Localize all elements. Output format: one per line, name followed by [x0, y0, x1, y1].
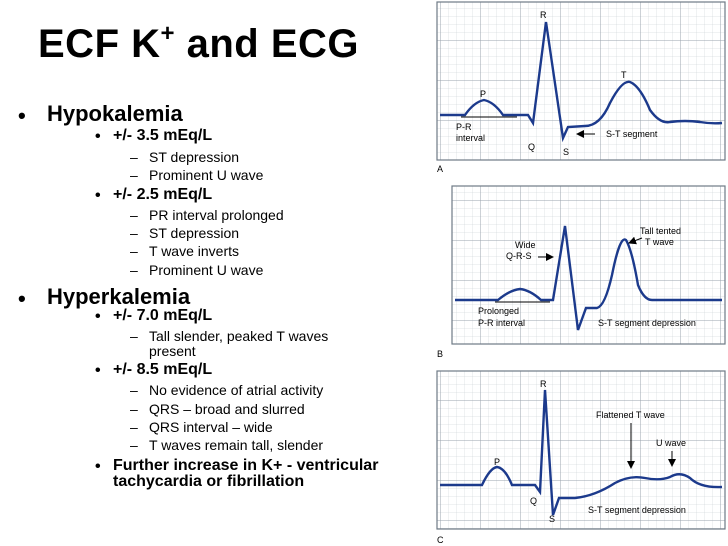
title-main: ECF K: [38, 22, 161, 66]
ecg-panel-c: R P Q S Flattened T wave U wave S-T segm…: [436, 370, 726, 545]
hypo-2-sub-1: PR interval prolonged: [149, 207, 284, 223]
hyper-level-1: +/- 7.0 mEq/L: [113, 307, 213, 324]
heading-hypokalemia: Hypokalemia: [47, 101, 183, 126]
bullet-hyper-1: •: [95, 308, 101, 325]
dash-hyper-2-2: –: [130, 401, 138, 417]
hypo-level-1: +/- 3.5 mEq/L: [113, 127, 213, 144]
bullet-hypokalemia: •: [18, 103, 26, 128]
label-a-t: T: [621, 70, 627, 80]
label-b-tall-2: T wave: [645, 237, 674, 247]
dash-hypo-2-3: –: [130, 243, 138, 259]
bullet-hyper-2: •: [95, 362, 101, 379]
panel-b-trace: [455, 225, 722, 331]
heading-hyperkalemia: Hyperkalemia: [47, 284, 191, 309]
dash-hyper-2-3: –: [130, 419, 138, 435]
label-b-wide-2: Q-R-S: [506, 251, 532, 261]
hyper-level-2: +/- 8.5 mEq/L: [113, 361, 213, 378]
ecg-panel-a: R T P P-R interval Q S S-T segment A: [436, 1, 726, 174]
dash-hypo-1-2: –: [130, 167, 138, 183]
label-a-pr-2: interval: [456, 133, 485, 143]
hyper-1-sub-1: Tall slender, peaked T waves: [149, 328, 329, 344]
slide-title: ECF K+ and ECG: [38, 20, 360, 67]
hypo-1-sub-1: ST depression: [149, 149, 240, 165]
dash-hyper-2-1: –: [130, 382, 138, 398]
hyper-1-sub-1-cont: present: [149, 343, 196, 359]
dash-hypo-2-1: –: [130, 207, 138, 223]
label-b-prolonged-1: Prolonged: [478, 306, 519, 316]
hyper-further-increase: Further increase in K+ - ventricular: [113, 457, 379, 474]
label-a-st: S-T segment: [606, 129, 658, 139]
title-superscript: +: [160, 20, 176, 47]
hyper-2-sub-4: T waves remain tall, slender: [149, 437, 324, 453]
hyper-2-sub-2: QRS – broad and slurred: [149, 401, 305, 417]
panel-c-grid: [436, 370, 726, 530]
panel-b-letter: B: [437, 349, 443, 359]
label-c-st: S-T segment depression: [588, 505, 686, 515]
hyper-further-increase-cont: tachycardia or fibrillation: [113, 473, 305, 490]
label-c-s: S: [549, 514, 555, 524]
dash-hyper-2-4: –: [130, 437, 138, 453]
label-a-s: S: [563, 147, 569, 157]
bullet-hyper-3: •: [95, 458, 101, 475]
label-b-st: S-T segment depression: [598, 318, 696, 328]
label-c-r: R: [540, 379, 547, 389]
label-a-q: Q: [528, 142, 535, 152]
title-tail: and ECG: [175, 22, 360, 66]
label-a-pr-1: P-R: [456, 122, 472, 132]
hypo-2-sub-3: T wave inverts: [149, 243, 239, 259]
hyper-2-sub-1: No evidence of atrial activity: [149, 382, 324, 398]
bullet-hypo-1: •: [95, 128, 101, 145]
dash-hypo-2-2: –: [130, 225, 138, 241]
dash-hyper-1-1: –: [130, 328, 138, 344]
hyper-2-sub-3: QRS interval – wide: [149, 419, 273, 435]
label-c-u: U wave: [656, 438, 686, 448]
dash-hypo-1-1: –: [130, 149, 138, 165]
label-c-flattened: Flattened T wave: [596, 410, 665, 420]
label-b-prolonged-2: P-R interval: [478, 318, 525, 328]
label-c-q: Q: [530, 496, 537, 506]
label-b-wide-1: Wide: [515, 240, 536, 250]
panel-c-trace: [440, 389, 723, 516]
hypo-2-sub-2: ST depression: [149, 225, 240, 241]
label-a-p: P: [480, 89, 486, 99]
panel-a-letter: A: [437, 164, 443, 174]
dash-hypo-2-4: –: [130, 262, 138, 278]
bullet-hypo-2: •: [95, 187, 101, 204]
ecg-panel-b: Wide Q-R-S Tall tented T wave Prolonged …: [437, 185, 726, 359]
label-a-r: R: [540, 10, 547, 20]
panel-b-grid: [451, 185, 726, 345]
label-c-p: P: [494, 457, 500, 467]
bullet-hyperkalemia: •: [18, 286, 26, 311]
hypo-1-sub-2: Prominent U wave: [149, 167, 264, 183]
panel-c-letter: C: [437, 535, 444, 545]
hypo-2-sub-4: Prominent U wave: [149, 262, 264, 278]
label-b-tall-1: Tall tented: [640, 226, 681, 236]
panel-a-trace: [440, 21, 723, 143]
hypo-level-2: +/- 2.5 mEq/L: [113, 186, 213, 203]
